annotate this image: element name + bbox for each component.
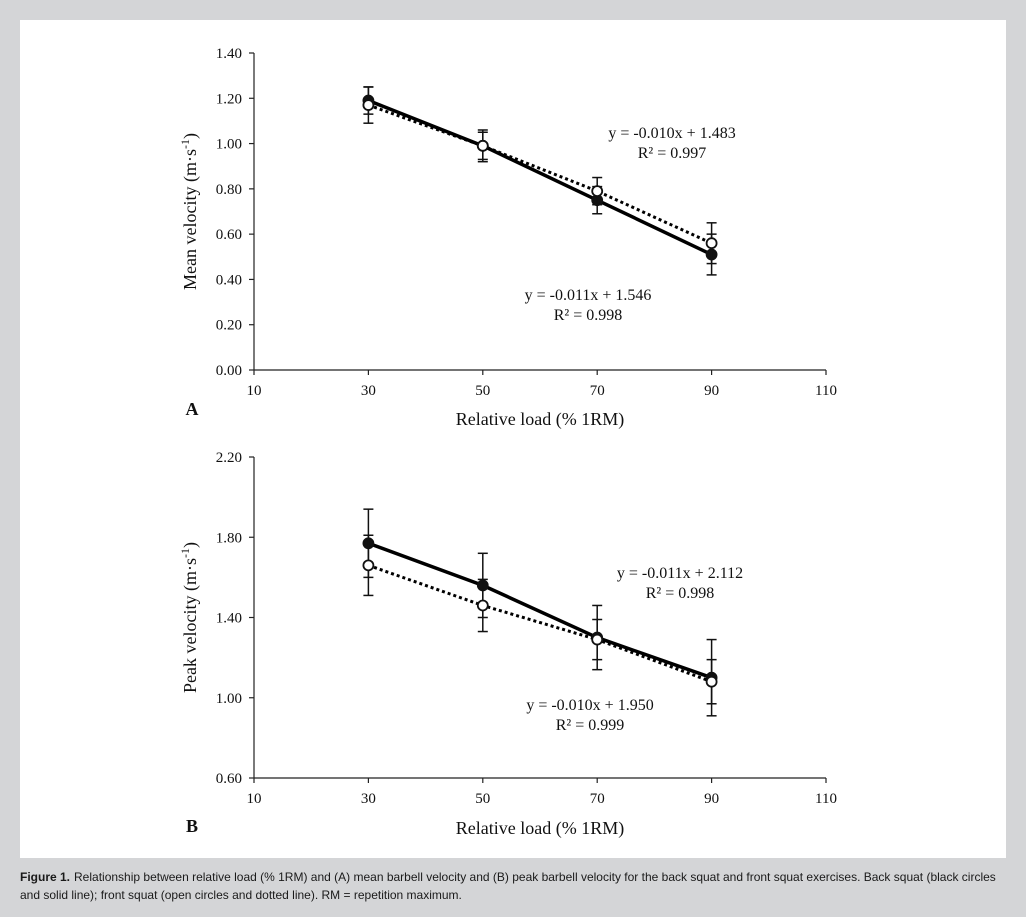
panel-a-letter: A (186, 399, 199, 419)
panel-b-back-squat-r2: R² = 0.998 (646, 585, 715, 602)
panel-a-x-tick-label: 50 (475, 383, 490, 399)
panel-b-x-tick-label: 30 (361, 791, 376, 807)
panel-a-back-squat-line (367, 98, 713, 257)
figure-caption: Figure 1. Relationship between relative l… (20, 868, 1010, 904)
panel-b-x-axis-title: Relative load (% 1RM) (456, 818, 624, 839)
panel-b-x-tick-label: 70 (590, 791, 605, 807)
panel-a-y-tick-label: 0.60 (216, 227, 242, 243)
panel-a-x-axis-title: Relative load (% 1RM) (456, 409, 624, 430)
panel-b-y-tick-label: 0.60 (216, 771, 242, 787)
panel-a-x-tick-label: 110 (815, 383, 837, 399)
panel-a-y-axis-title: Mean velocity (m·s-1) (178, 133, 201, 290)
figure-canvas: 0.00 0.20 0.40 0.60 0.80 1.00 1.20 1.40 10 30 50 70… (178, 46, 837, 839)
panel-b-front-squat-point (705, 675, 718, 688)
panel-b-back-squat-equation: y = -0.011x + 2.112 (617, 565, 743, 582)
panel-b-x-tick-label: 50 (475, 791, 490, 807)
panel-a-x-tick-label: 70 (590, 383, 605, 399)
panel-b-front-squat-r2: R² = 0.999 (556, 717, 625, 734)
panel-b-y-tick-label: 1.00 (216, 691, 242, 707)
panel-b-y-tick-label: 2.20 (216, 450, 242, 466)
panel-b-y-tick-label: 1.80 (216, 530, 242, 546)
figure-panel: 0.00 0.20 0.40 0.60 0.80 1.00 1.20 1.40 10 30 50 70… (20, 20, 1006, 858)
panel-b-y-axis-title: Peak velocity (m·s-1) (178, 542, 201, 693)
panel-b-front-squat-point (362, 559, 375, 572)
panel-a-y-tick-label: 1.00 (216, 137, 242, 153)
caption-text: Relationship between relative load (% 1R… (20, 870, 996, 902)
panel-b-back-squat-line (367, 541, 713, 680)
panel-b-front-squat-point (591, 633, 604, 646)
panel-a-front-squat-line (367, 103, 713, 245)
panel-a-x-tick-label: 30 (361, 383, 376, 399)
panel-b-x-tick-label: 10 (247, 791, 262, 807)
panel-a-y-tick-label: 0.40 (216, 272, 242, 288)
panel-a-front-squat-point (476, 139, 489, 152)
panel-a-y-tick-label: 1.40 (216, 46, 242, 62)
panel-b-x-tick-label: 90 (704, 791, 719, 807)
panel-a-y-tick-label: 0.00 (216, 363, 242, 379)
panel-a-back-squat-r2: R² = 0.998 (554, 307, 623, 324)
panel-b-x-tick-label: 110 (815, 791, 837, 807)
panel-b-front-squat-point (476, 599, 489, 612)
panel-a-front-squat-point (362, 99, 375, 111)
panel-a-front-squat-equation: y = -0.010x + 1.483 (608, 125, 735, 142)
panel-a-front-squat-point (591, 185, 604, 198)
panel-b-front-squat-line (367, 563, 713, 684)
panel-a-y-tick-label: 0.80 (216, 182, 242, 198)
panel-a-back-squat-equation: y = -0.011x + 1.546 (525, 287, 652, 304)
panel-a-x-tick-label: 10 (247, 383, 262, 399)
panel-a-y-tick-label: 0.20 (216, 318, 242, 334)
panel-a-front-squat-r2: R² = 0.997 (638, 145, 707, 162)
panel-b-letter: B (186, 816, 198, 836)
panel-a-front-squat-point (705, 237, 718, 250)
panel-a-y-tick-label: 1.20 (216, 91, 242, 107)
panel-b-front-squat-equation: y = -0.010x + 1.950 (526, 697, 653, 714)
panel-b-y-tick-label: 1.40 (216, 611, 242, 627)
panel-a-x-tick-label: 90 (704, 383, 719, 399)
caption-label: Figure 1. (20, 870, 71, 884)
